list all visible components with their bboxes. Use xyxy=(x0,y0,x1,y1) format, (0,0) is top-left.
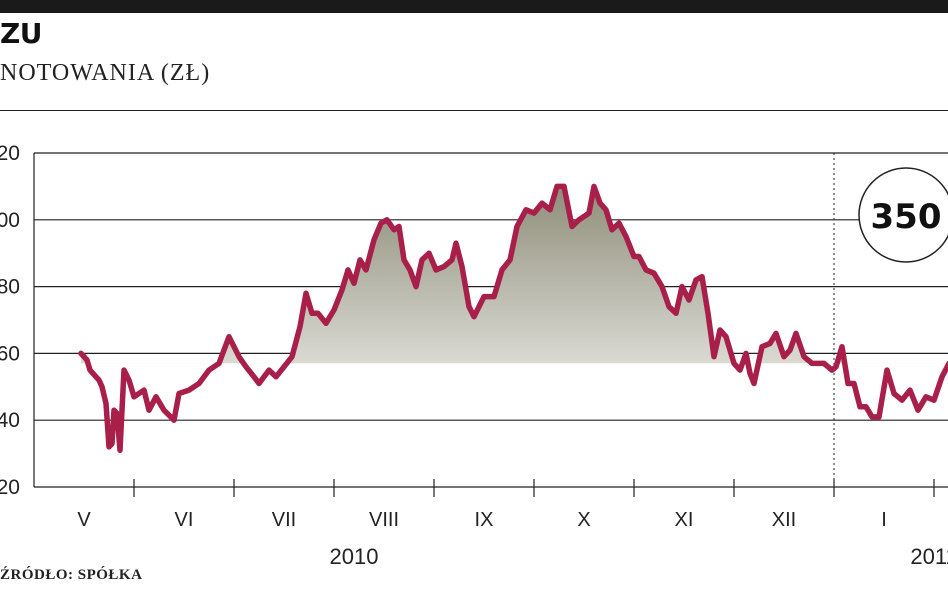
y-tick-label: 380 xyxy=(0,276,20,299)
series-line xyxy=(78,183,948,454)
y-tick-label: 320 xyxy=(0,476,20,499)
x-tick-label: VIII xyxy=(369,509,399,531)
year-label: 2010 xyxy=(330,544,379,569)
y-tick-label: 400 xyxy=(0,209,20,232)
title-divider xyxy=(0,110,948,111)
y-axis: 320 340 360 380 400 420 xyxy=(0,142,20,499)
badge-circle xyxy=(858,167,948,263)
y-tick-label: 340 xyxy=(0,409,20,432)
x-axis: VVIVIIVIIIIXXXIXIIIII20102011 xyxy=(77,479,948,569)
x-tick-label: VI xyxy=(175,509,194,531)
x-tick-label: I xyxy=(881,509,887,531)
x-tick-label: IX xyxy=(475,509,494,531)
x-tick-label: X xyxy=(577,509,590,531)
year-label: 2011 xyxy=(910,544,948,569)
x-tick-label: XII xyxy=(772,509,796,531)
y-tick-label: 360 xyxy=(0,342,20,365)
badge-label: 350 xyxy=(871,197,942,237)
grid xyxy=(33,152,948,488)
top-bar xyxy=(0,0,948,13)
x-tick-label: VII xyxy=(272,509,296,531)
source-note: ŹRÓDŁO: SPÓŁKA xyxy=(0,567,143,583)
annotation-badge: 350 xyxy=(858,167,948,263)
chart-title: ZU xyxy=(0,17,43,50)
x-tick-label: V xyxy=(77,509,91,531)
series-line-path xyxy=(78,183,948,454)
y-tick-label: 420 xyxy=(0,142,20,165)
x-tick-label: XI xyxy=(675,509,694,531)
chart-subtitle: NOTOWANIA (ZŁ) xyxy=(0,60,211,86)
